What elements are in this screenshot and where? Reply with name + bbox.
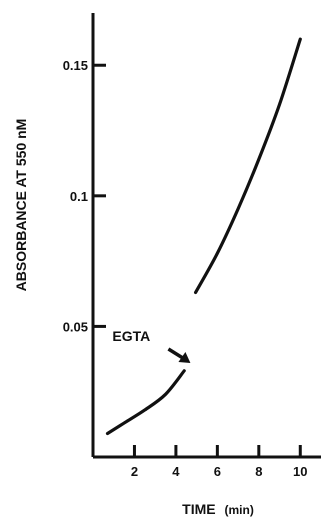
x-tick-label: 2 — [131, 464, 138, 479]
x-axis-title-unit: (min) — [225, 503, 254, 517]
y-axis-title: ABSORBANCE AT 550 nM — [13, 119, 29, 292]
axes — [91, 13, 321, 459]
x-tick-label: 8 — [255, 464, 262, 479]
x-axis-title-main: TIME — [182, 501, 215, 517]
x-tick-label: 4 — [172, 464, 180, 479]
egta-arrow-head — [178, 351, 191, 363]
x-axis-title: TIME (min) — [182, 501, 254, 517]
series-line-after-EGTA — [194, 37, 302, 295]
y-tick-label: 0.15 — [63, 58, 88, 73]
y-tick-label: 0.1 — [70, 189, 88, 204]
x-tick-label: 10 — [293, 464, 307, 479]
egta-annotation-label: EGTA — [112, 328, 150, 344]
y-tick-label: 0.05 — [63, 319, 88, 334]
x-tick-label: 6 — [214, 464, 221, 479]
series-line-before-EGTA — [105, 369, 186, 436]
